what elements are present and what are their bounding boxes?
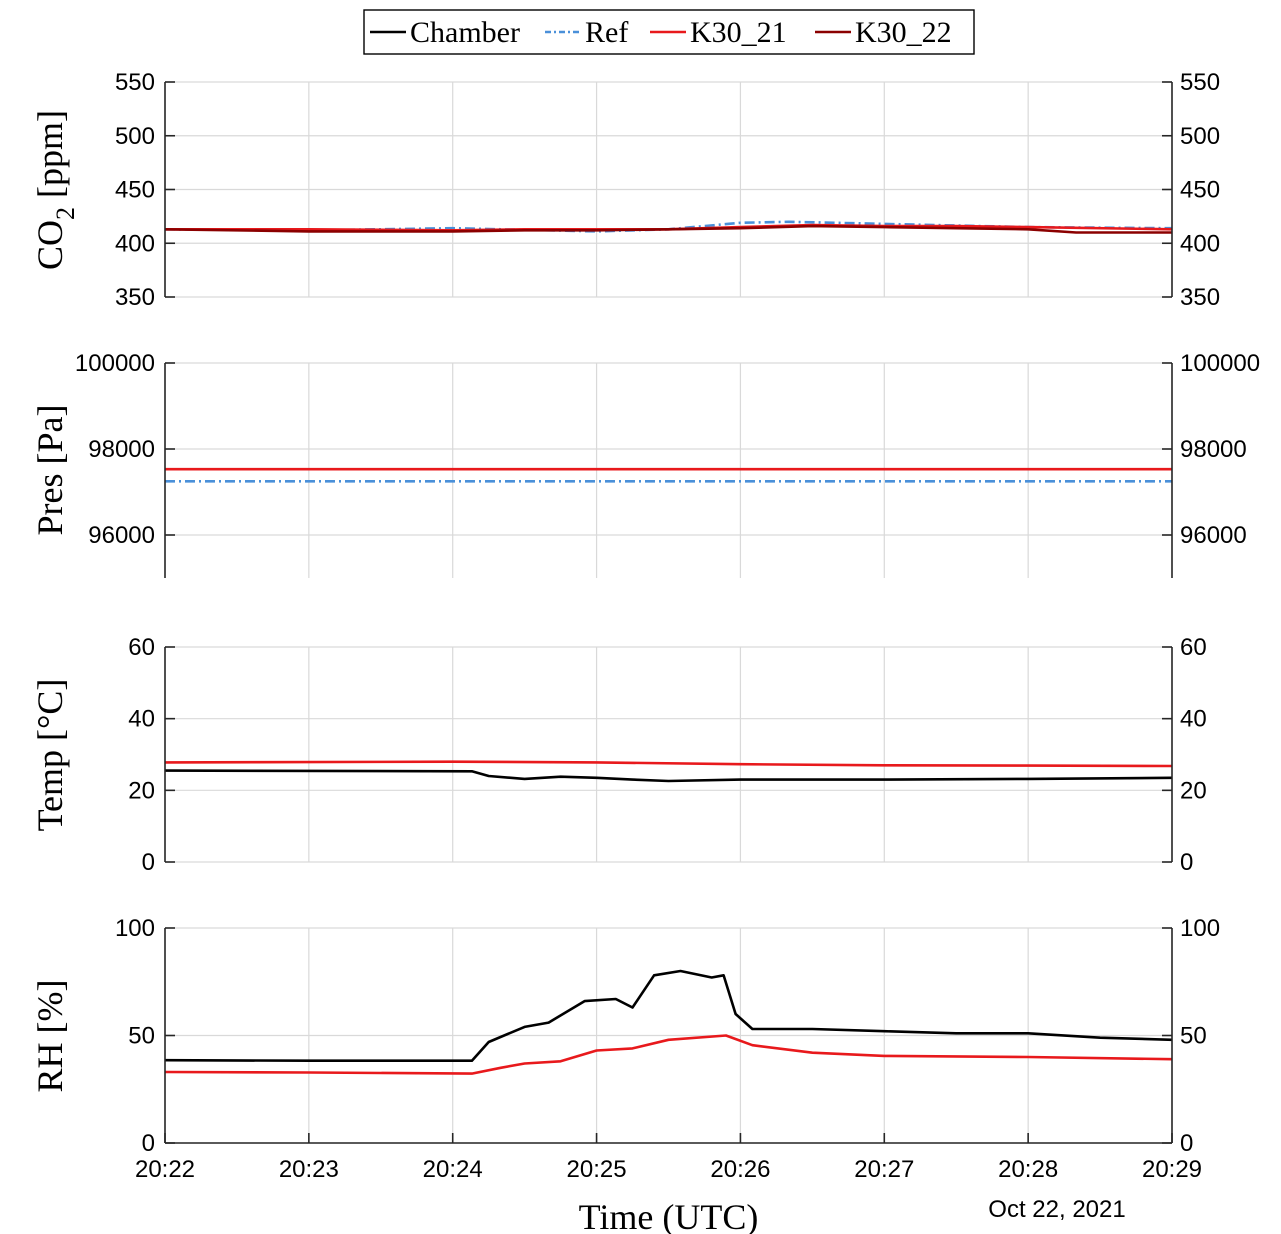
- legend-label-ref: Ref: [585, 16, 628, 49]
- y-axis-label-main: CO: [30, 220, 70, 270]
- panel-3: 0 0 20 20 40 40 60 60 Temp [°C]: [30, 634, 1207, 876]
- x-tick-label: 20:24: [423, 1156, 483, 1183]
- y-axis-label-unit: [ppm]: [30, 110, 70, 207]
- y-axis-label-subscript: 2: [51, 207, 80, 220]
- y-tick-label-right: 100: [1180, 915, 1220, 942]
- x-tick-label: 20:29: [1142, 1156, 1202, 1183]
- series-line-chamber: [164, 969, 1173, 1062]
- x-tick-label: 20:22: [135, 1156, 195, 1183]
- y-tick-label-right: 0: [1180, 849, 1193, 876]
- y-tick-label-right: 96000: [1180, 522, 1247, 549]
- series-line-k30-22: [164, 224, 1172, 234]
- y-tick-label-left: 50: [128, 1023, 155, 1050]
- y-tick-label-right: 100000: [1180, 350, 1260, 377]
- date-label: Oct 22, 2021: [988, 1196, 1125, 1223]
- x-axis-label: Time (UTC): [579, 1197, 759, 1234]
- y-tick-label-left: 100000: [75, 350, 155, 377]
- y-axis-label: Temp [°C]: [30, 679, 70, 832]
- panel-4: 0 0 50 50 100 100 RH [%] 20:22 20:23 20:24 20:25 20…: [30, 915, 1220, 1234]
- series-line-k30-21: [164, 1034, 1173, 1075]
- legend-label-k30-21: K30_21: [690, 16, 787, 49]
- y-tick-label-left: 20: [128, 777, 155, 804]
- y-tick-label-left: 98000: [88, 436, 155, 463]
- y-tick-label-left: 60: [128, 634, 155, 661]
- x-tick-label: 20:23: [279, 1156, 339, 1183]
- y-tick-label-left: 40: [128, 706, 155, 733]
- y-tick-label-right: 0: [1180, 1130, 1193, 1157]
- x-tick-label: 20:25: [567, 1156, 627, 1183]
- y-tick-label-right: 60: [1180, 634, 1207, 661]
- y-axis-label: Pres [Pa]: [30, 405, 70, 536]
- legend: Chamber Ref K30_21 K30_22: [363, 9, 975, 55]
- y-tick-label-left: 350: [115, 284, 155, 311]
- x-tick-label: 20:28: [998, 1156, 1058, 1183]
- y-tick-label-right: 450: [1180, 177, 1220, 204]
- y-axis-label: RH [%]: [30, 980, 70, 1093]
- x-tick-label: 20:26: [710, 1156, 770, 1183]
- y-tick-label-right: 20: [1180, 777, 1207, 804]
- panel-1: 350 350 400 400 450 450 500 500 550 550 CO2 [ppm]: [30, 69, 1220, 311]
- y-tick-label-left: 500: [115, 123, 155, 150]
- y-tick-label-left: 450: [115, 177, 155, 204]
- y-tick-label-right: 550: [1180, 69, 1220, 96]
- series-line-k30-21: [164, 760, 1173, 768]
- y-tick-label-left: 0: [142, 1130, 155, 1157]
- y-tick-label-left: 0: [142, 849, 155, 876]
- panel-2: 96000 96000 98000 98000 100000 100000 Pres [Pa…: [30, 350, 1260, 578]
- y-tick-label-right: 350: [1180, 284, 1220, 311]
- legend-label-k30-22: K30_22: [855, 16, 952, 49]
- y-tick-label-left: 400: [115, 230, 155, 257]
- y-tick-label-left: 96000: [88, 522, 155, 549]
- y-tick-label-right: 500: [1180, 123, 1220, 150]
- y-axis-label: CO2 [ppm]: [30, 110, 80, 270]
- series-line-chamber: [164, 769, 1173, 783]
- y-tick-label-right: 50: [1180, 1023, 1207, 1050]
- y-tick-label-left: 100: [115, 915, 155, 942]
- y-tick-label-left: 550: [115, 69, 155, 96]
- x-tick-label: 20:27: [854, 1156, 914, 1183]
- y-tick-label-right: 98000: [1180, 436, 1247, 463]
- y-tick-label-right: 400: [1180, 230, 1220, 257]
- legend-label-chamber: Chamber: [410, 16, 520, 49]
- y-tick-label-right: 40: [1180, 706, 1207, 733]
